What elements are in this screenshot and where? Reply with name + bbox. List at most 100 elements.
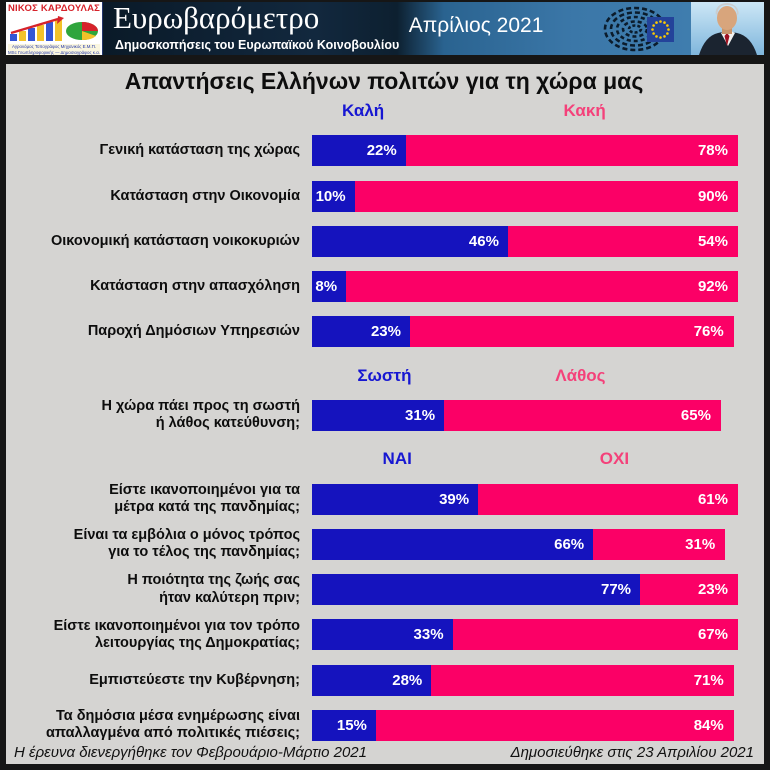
row-bar: 8% 92% [312, 271, 738, 303]
chart-row: Οικονομική κατάσταση νοικοκυριών 46% 54% [12, 225, 756, 257]
row-bar: 31% 65% [312, 399, 738, 431]
row-bar: 66% 31% [312, 528, 738, 560]
positive-value: 22% [366, 142, 397, 160]
positive-value: 15% [336, 716, 367, 734]
positive-value: 33% [413, 626, 444, 644]
chart-row: Η ποιότητα της ζωής σας ήταν καλύτερη πρι… [12, 572, 756, 606]
positive-value: 77% [600, 581, 632, 599]
negative-bar-segment: 54% [507, 225, 738, 257]
positive-value: 28% [392, 671, 423, 689]
chart-body: Καλή Κακή Γενική κατάσταση της χώρας 22%… [12, 97, 756, 741]
section-header-area: Σωστή Λάθος [312, 362, 738, 386]
positive-value: 10% [315, 187, 346, 205]
section-header-row: Σωστή Λάθος [12, 362, 756, 386]
negative-bar-segment: 31% [593, 528, 726, 560]
row-bar: 23% 76% [312, 316, 738, 348]
negative-bar-segment: 61% [478, 483, 738, 515]
negative-value: 84% [693, 716, 724, 734]
negative-value: 71% [693, 671, 724, 689]
negative-value: 78% [697, 142, 728, 160]
negative-value: 67% [697, 626, 728, 644]
author-credentials: Αγρονόμος Τοπογράφος Μηχανικός Ε.Μ.Π. MS… [8, 44, 100, 55]
negative-bar-segment: 78% [405, 135, 738, 167]
header-divider [6, 55, 764, 64]
negative-value: 61% [697, 490, 728, 508]
row-bar: 46% 54% [312, 225, 738, 257]
section-header-row: Καλή Κακή [12, 97, 756, 121]
negative-header: Κακή [563, 101, 606, 120]
negative-value: 65% [680, 406, 711, 424]
positive-header: Καλή [342, 101, 385, 120]
survey-period-note: Η έρευνα διενεργήθηκε τον Φεβρουάριο-Μάρ… [14, 744, 367, 761]
chart-row: Τα δημόσια μέσα ενημέρωσης είναι απαλλαγμ… [12, 708, 756, 742]
positive-bar-segment: 66% [312, 528, 594, 560]
row-label: Κατάσταση στην απασχόληση [90, 278, 300, 295]
portrait-photo [691, 2, 764, 55]
positive-header: ΝΑΙ [382, 449, 412, 469]
negative-bar-segment: 84% [375, 709, 734, 741]
header-banner: ΝΙΚΟΣ ΚΑΡΔΟΥΛΑΣ Αγρονόμος Τοπογράφος Μηχ… [6, 2, 764, 55]
row-label: Παροχή Δημόσιων Υπηρεσιών [87, 323, 300, 340]
negative-value: 31% [685, 535, 716, 553]
section-header-area: ΝΑΙ ΟΧΙ [312, 445, 738, 469]
positive-bar-segment: 8% [312, 271, 347, 303]
positive-bar-segment: 39% [312, 483, 479, 515]
positive-bar-segment: 46% [312, 225, 508, 257]
page-title: Απαντήσεις Ελλήνων πολιτών για τη χώρα μ… [124, 68, 644, 94]
row-label: Γενική κατάσταση της χώρας [99, 142, 300, 159]
banner-date: Απρίλιος 2021 [408, 14, 544, 37]
row-label: Η χώρα πάει προς τη σωστή ή λάθος κατεύθυ… [101, 398, 300, 432]
positive-bar-segment: 28% [312, 664, 432, 696]
negative-value: 54% [697, 232, 728, 250]
row-label: Είστε ικανοποιημένοι για τα μέτρα κατά τη… [109, 481, 300, 516]
row-bar: 39% 61% [312, 483, 738, 515]
chart-row: Κατάσταση στην Οικονομία 10% 90% [12, 180, 756, 212]
negative-bar-segment: 23% [640, 574, 738, 606]
positive-value: 66% [554, 535, 585, 553]
negative-value: 90% [697, 187, 728, 205]
row-label: Είναι τα εμβόλια ο μόνος τρόπος για το τέ… [73, 527, 300, 561]
row-label: Κατάσταση στην Οικονομία [110, 187, 300, 204]
footer-notes: Η έρευνα διενεργήθηκε τον Φεβρουάριο-Μάρ… [12, 741, 756, 762]
positive-bar-segment: 22% [312, 135, 406, 167]
positive-header: Σωστή [357, 365, 412, 385]
chart-row: Κατάσταση στην απασχόληση 8% 92% [12, 271, 756, 303]
section-header-area: Καλή Κακή [312, 97, 738, 121]
chart-row: Η χώρα πάει προς τη σωστή ή λάθος κατεύθυ… [12, 398, 756, 432]
negative-header: Λάθος [555, 365, 606, 385]
positive-bar-segment: 23% [312, 316, 410, 348]
positive-value: 23% [370, 323, 401, 341]
row-label: Εμπιστεύεστε την Κυβέρνηση; [89, 671, 300, 688]
chart-content: Απαντήσεις Ελλήνων πολιτών για τη χώρα μ… [6, 64, 764, 764]
row-bar: 33% 67% [312, 619, 738, 651]
positive-value: 8% [315, 278, 338, 296]
positive-bar-segment: 33% [312, 619, 453, 651]
negative-bar-segment: 90% [354, 180, 738, 212]
negative-header: ΟΧΙ [599, 449, 630, 469]
banner-background: Ευρωβαρόμετρο Δημοσκοπήσεις του Ευρωπαϊκ… [103, 2, 691, 55]
chart-row: Εμπιστεύεστε την Κυβέρνηση; 28% 71% [12, 664, 756, 696]
chart-row: Γενική κατάσταση της χώρας 22% 78% [12, 135, 756, 167]
banner-title: Ευρωβαρόμετρο [113, 0, 320, 35]
row-bar: 22% 78% [312, 135, 738, 167]
positive-value: 31% [405, 406, 436, 424]
negative-bar-segment: 71% [431, 664, 734, 696]
positive-bar-segment: 31% [312, 399, 445, 431]
row-bar: 77% 23% [312, 574, 738, 606]
chart-row: Παροχή Δημόσιων Υπηρεσιών 23% 76% [12, 316, 756, 348]
positive-value: 39% [439, 490, 470, 508]
row-bar: 15% 84% [312, 709, 738, 741]
chart-row: Είστε ικανοποιημένοι για τον τρόπο λειτου… [12, 617, 756, 651]
negative-value: 23% [697, 581, 728, 599]
row-label: Οικονομική κατάσταση νοικοκυριών [50, 232, 300, 249]
row-label: Τα δημόσια μέσα ενημέρωσης είναι απαλλαγμ… [46, 708, 300, 742]
author-logo-box: ΝΙΚΟΣ ΚΑΡΔΟΥΛΑΣ Αγρονόμος Τοπογράφος Μηχ… [6, 2, 103, 55]
chart-row: Είναι τα εμβόλια ο μόνος τρόπος για το τέ… [12, 527, 756, 561]
negative-bar-segment: 76% [409, 316, 734, 348]
chart-row: Είστε ικανοποιημένοι για τα μέτρα κατά τη… [12, 481, 756, 516]
negative-value: 76% [693, 323, 724, 341]
row-label: Είστε ικανοποιημένοι για τον τρόπο λειτου… [53, 617, 300, 651]
publish-date-note: Δημοσιεύθηκε στις 23 Απριλίου 2021 [510, 744, 754, 761]
label-spacer [12, 445, 312, 469]
